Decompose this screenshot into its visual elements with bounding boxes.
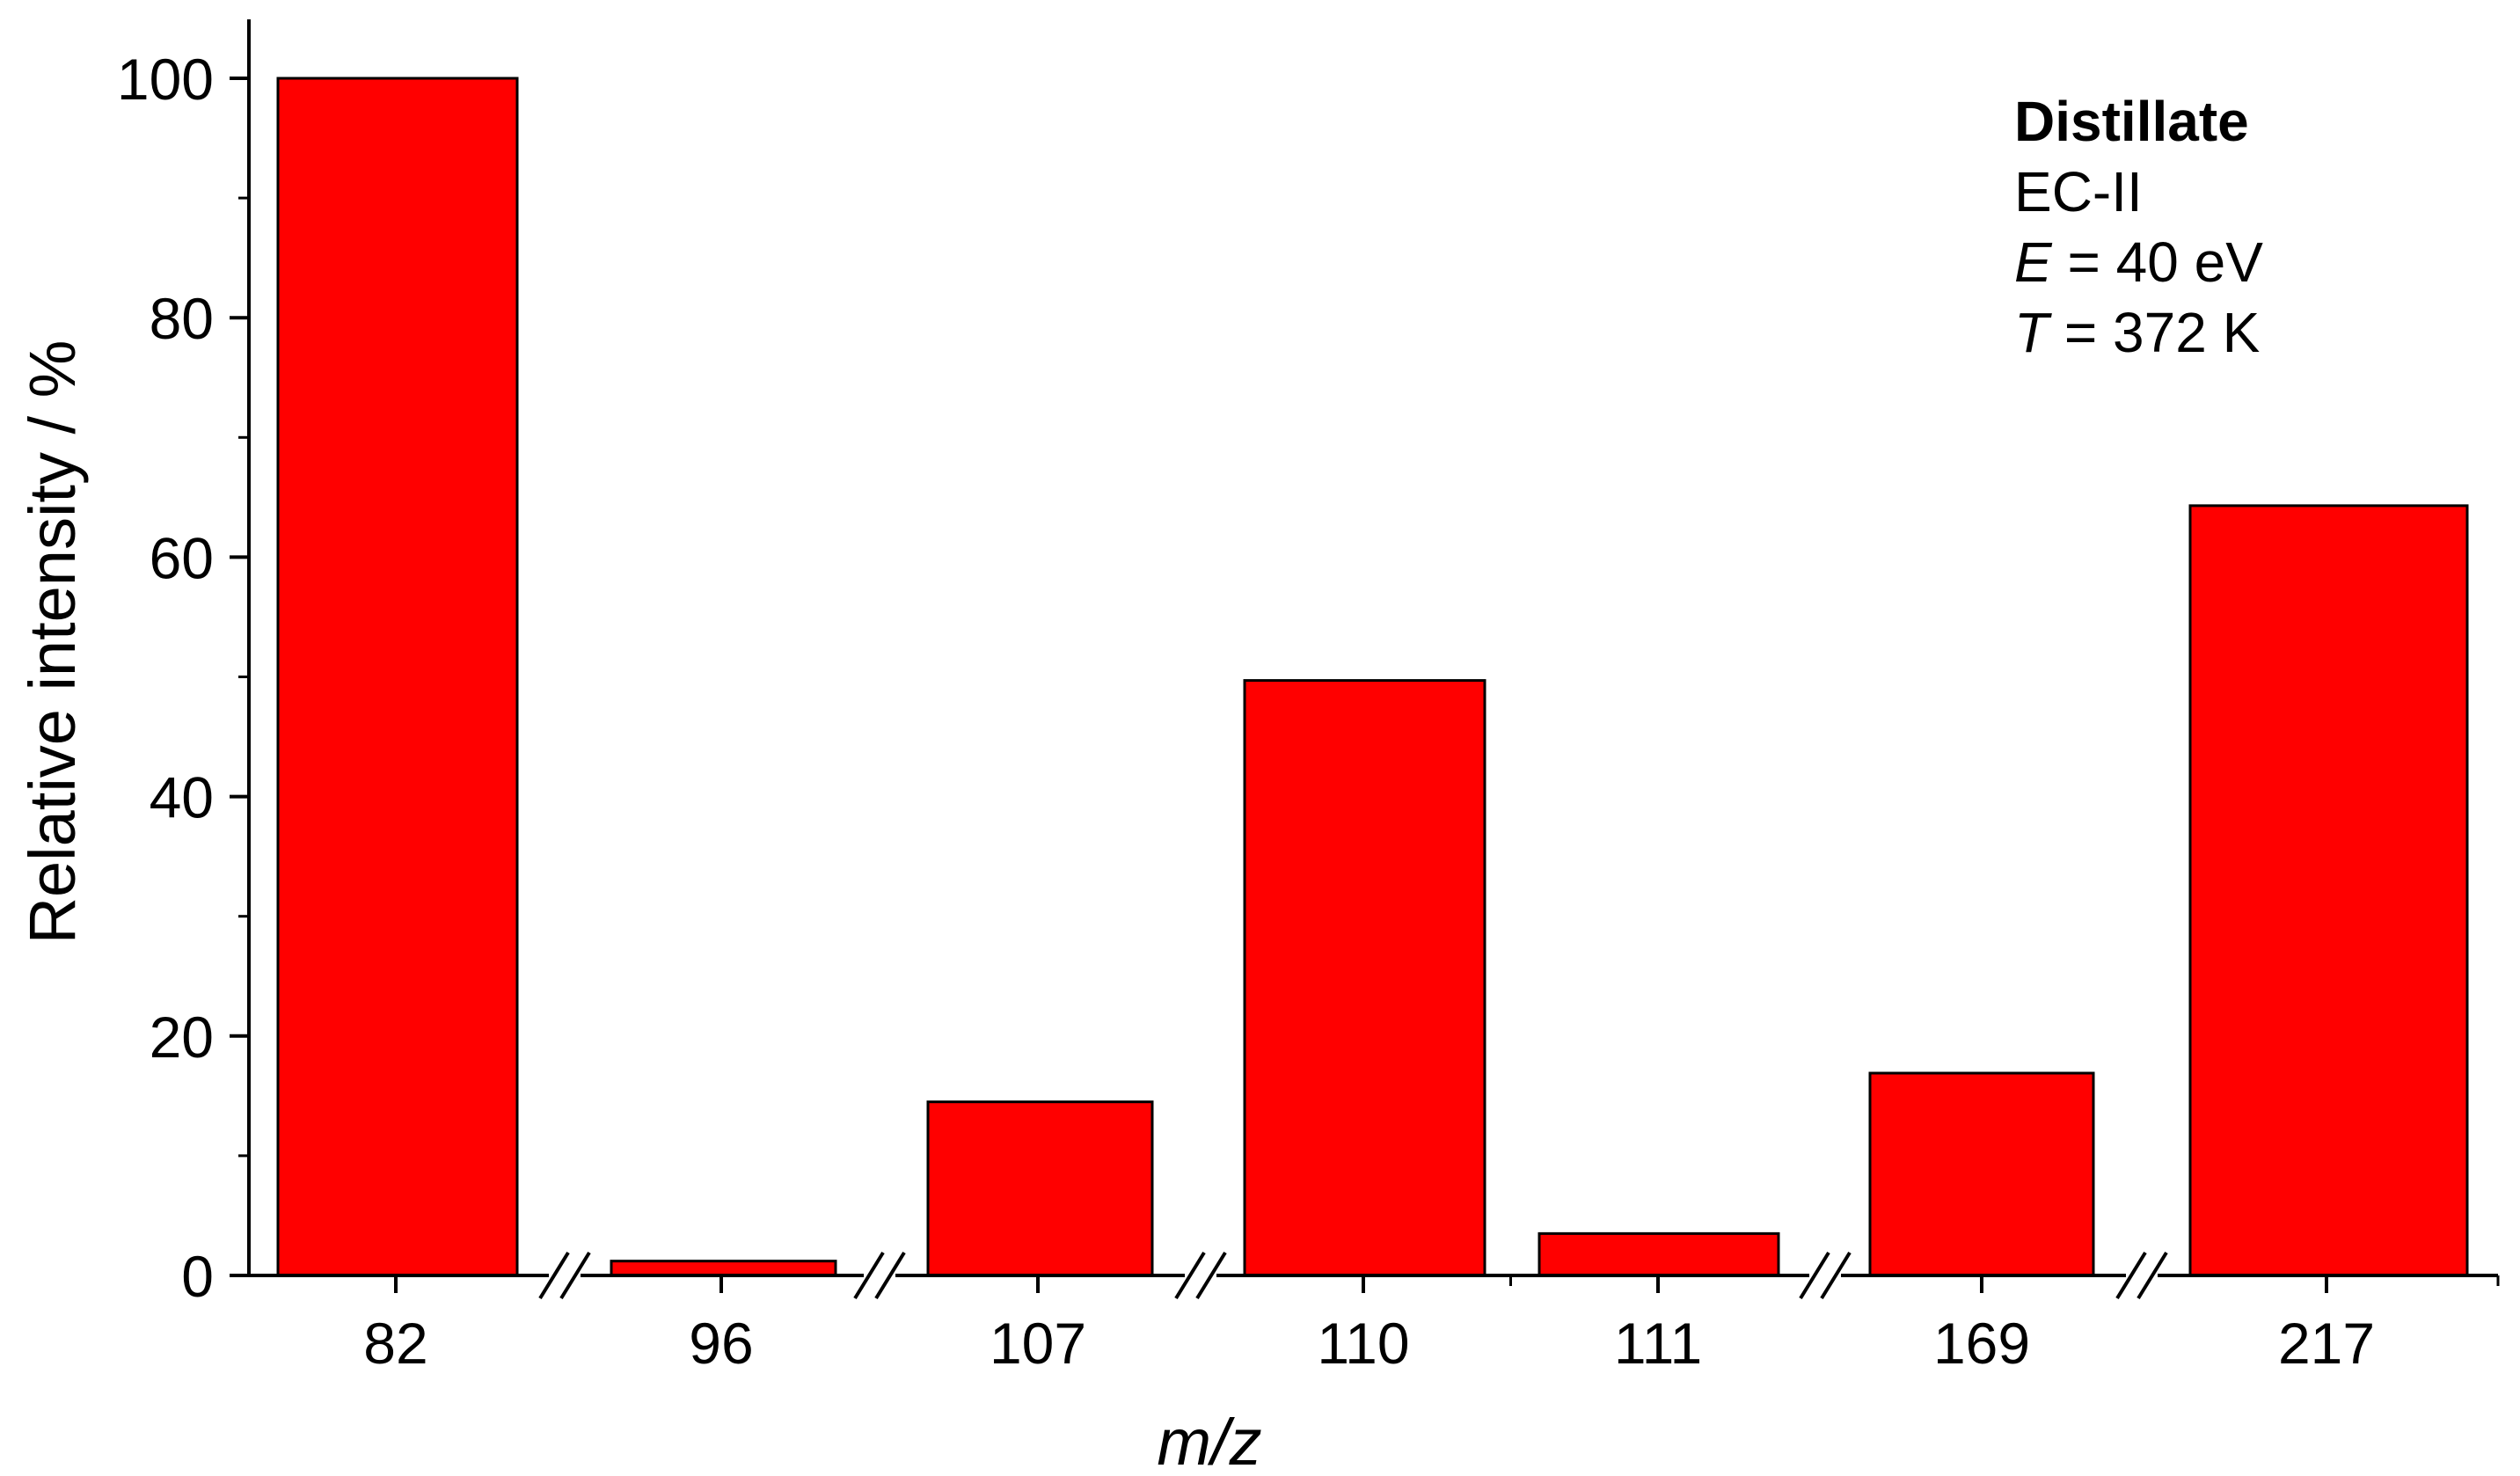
y-tick-label-40: 40 — [150, 765, 214, 830]
y-tick-label-60: 60 — [150, 525, 214, 590]
x-tick-label-107: 107 — [990, 1311, 1086, 1376]
x-tick-label-82: 82 — [363, 1311, 427, 1376]
bar-107 — [926, 1100, 1154, 1277]
bar-169 — [1868, 1071, 2095, 1277]
y-axis: 0 20 40 60 80 100 — [117, 19, 251, 1309]
x-tick-label-217: 217 — [2278, 1311, 2375, 1376]
annotation-temperature-value: = 372 K — [2049, 301, 2260, 364]
y-tick-label-0: 0 — [181, 1244, 214, 1309]
axis-break-slash-3-1 — [1820, 1251, 1852, 1300]
bar-217 — [2188, 504, 2469, 1277]
axis-break-slash-4-0 — [2115, 1251, 2147, 1300]
bar-82 — [276, 77, 519, 1277]
x-tick-label-169: 169 — [1933, 1311, 2030, 1376]
axis-break-2 — [1174, 1251, 1227, 1300]
annotation-temperature-symbol: T — [2014, 301, 2052, 364]
annotation-line2: E = 40 eV — [2014, 230, 2263, 294]
bar-96 — [610, 1260, 837, 1277]
axis-break-3 — [1799, 1251, 1852, 1300]
axis-break-slash-4-1 — [2137, 1251, 2168, 1300]
axis-break-slash-0-0 — [538, 1251, 570, 1300]
y-tick-label-20: 20 — [150, 1005, 214, 1070]
y-tick-label-100: 100 — [117, 47, 214, 112]
x-tick-label-110: 110 — [1317, 1311, 1409, 1376]
annotation-title: Distillate — [2014, 90, 2249, 153]
axis-break-slash-2-1 — [1195, 1251, 1227, 1300]
axis-break-0 — [538, 1251, 591, 1300]
annotation-energy-symbol: E — [2014, 230, 2053, 294]
axis-break-slash-2-0 — [1174, 1251, 1206, 1300]
axis-break-slash-0-1 — [559, 1251, 591, 1300]
axis-break-slash-3-0 — [1799, 1251, 1830, 1300]
y-axis-title: Relative intensity / % — [16, 340, 89, 945]
x-axis: 82 96 107 110 111 169 217 — [249, 1274, 2500, 1376]
annotation-line3: T = 372 K — [2014, 301, 2260, 364]
x-tick-label-111: 111 — [1614, 1311, 1702, 1376]
y-tick-label-80: 80 — [150, 286, 214, 351]
x-axis-title: m/z — [1157, 1406, 1261, 1476]
axis-break-slash-1-1 — [874, 1251, 906, 1300]
annotation-line1: EC-II — [2014, 160, 2143, 223]
bars-group — [276, 77, 2469, 1277]
annotation-energy-value: = 40 eV — [2052, 230, 2264, 294]
bar-110 — [1243, 679, 1486, 1277]
x-tick-label-96: 96 — [689, 1311, 753, 1376]
axis-break-slash-1-0 — [853, 1251, 885, 1300]
bar-111 — [1538, 1231, 1780, 1277]
axis-break-1 — [853, 1251, 906, 1300]
axis-break-4 — [2115, 1251, 2168, 1300]
axis-breaks-group — [538, 1251, 2168, 1300]
